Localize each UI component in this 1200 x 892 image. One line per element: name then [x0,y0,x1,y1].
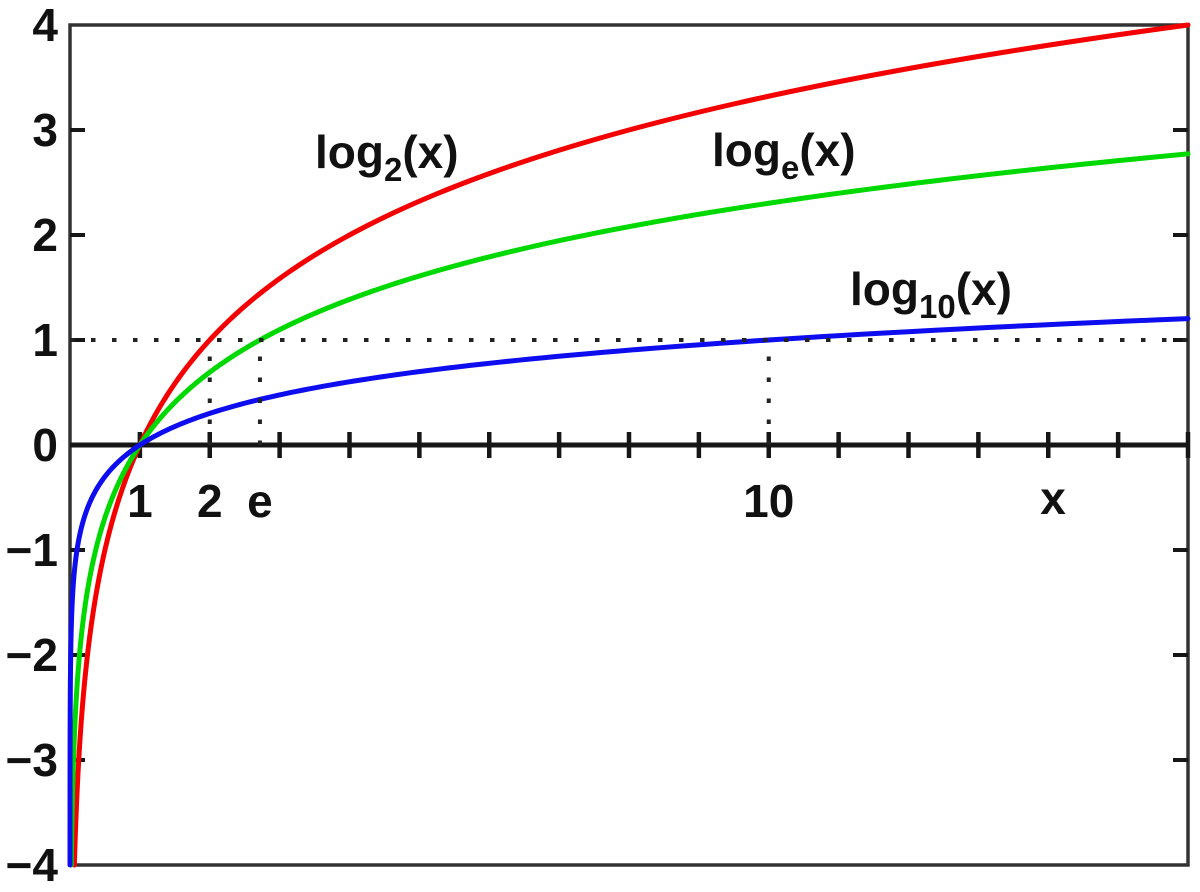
curve-label-main: log [850,263,919,315]
curve-label-main: log [712,124,781,176]
curve-label-logex: loge(x) [712,124,856,186]
y-tick-label-−1: −1 [6,524,58,576]
curve-label-sub: 10 [919,288,956,325]
y-tick-label-−4: −4 [6,839,59,891]
curve-log10x [67,316,1191,868]
x-tick-label-2: 2 [197,475,223,527]
y-tick-label-2: 2 [32,209,58,261]
y-tick-label-4: 4 [32,0,58,51]
y-tick-label-1: 1 [32,314,58,366]
curve-label-sub: 2 [384,151,402,188]
x-tick-label-1: 1 [127,475,153,527]
y-tick-label-−2: −2 [6,629,58,681]
y-tick-label-3: 3 [32,104,58,156]
x-tick-label-10: 10 [743,475,794,527]
curve-label-tail: (x) [402,126,458,178]
curve-label-log2x: log2(x) [315,126,459,188]
curve-label-sub: e [781,149,799,186]
x-axis-label: x [1040,472,1066,524]
x-tick-label-e: e [247,475,273,527]
curve-label-tail: (x) [799,124,855,176]
curve-logex [68,151,1191,868]
curve-label-tail: (x) [956,263,1012,315]
curve-label-log10x: log10(x) [850,263,1012,325]
curve-label-main: log [315,126,384,178]
y-tick-label-0: 0 [32,419,58,471]
y-tick-label-−3: −3 [6,734,58,786]
